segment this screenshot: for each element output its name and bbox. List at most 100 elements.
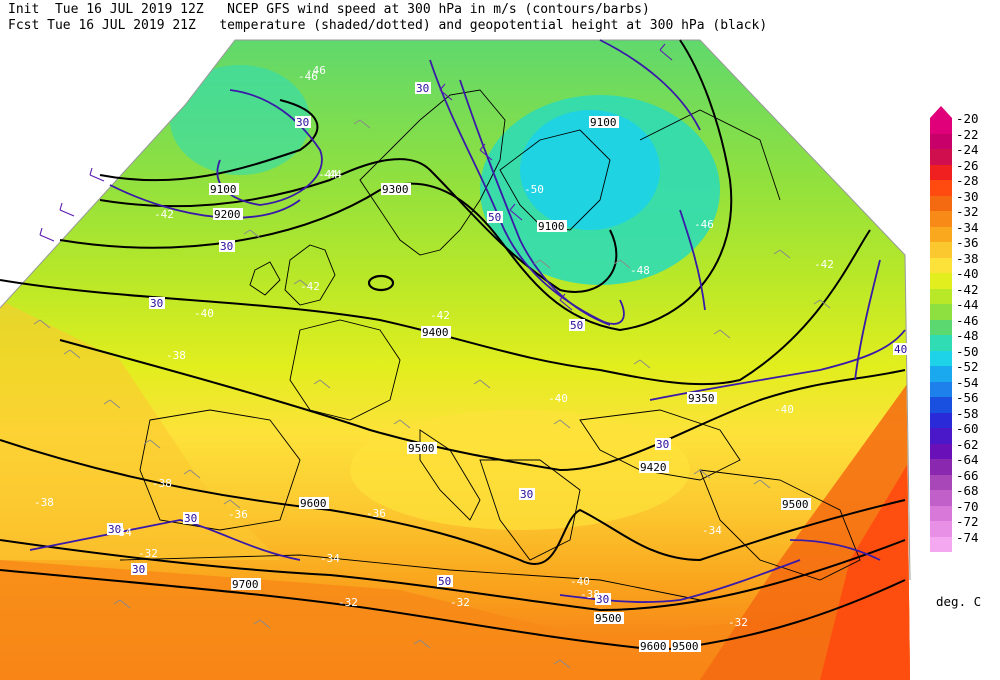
temperature-contour-label: -34: [702, 524, 722, 537]
wind-contour-label-bg: [595, 593, 611, 605]
colorbar-label: -70: [956, 498, 979, 514]
wind-contour-label: 30: [296, 116, 309, 129]
height-contour-label: 9300: [382, 183, 409, 196]
wind-contour-label: 30: [108, 523, 121, 536]
temperature-field: [0, 40, 910, 680]
temperature-contour-label: -42: [154, 208, 174, 221]
height-contour-label: 9600: [640, 640, 667, 653]
colorbar-label: -40: [956, 266, 979, 281]
colorbar-swatch: [930, 257, 952, 273]
colorbar-label: -22: [956, 126, 979, 142]
colorbar-label: -52: [956, 359, 979, 374]
height-contour-label: 9100: [210, 183, 237, 196]
temperature-contour-label: -36: [228, 508, 248, 521]
height-contour-label-bg: [594, 612, 624, 624]
header-forecast-line: Fcst Tue 16 JUL 2019 21Z temperature (sh…: [8, 18, 768, 33]
colorbar-label: -48: [956, 328, 979, 343]
colorbar-swatch: [930, 195, 952, 211]
temperature-contour-label: -32: [138, 547, 158, 560]
colorbar-swatch: [930, 412, 952, 428]
colorbar-label: -20: [956, 111, 979, 126]
wind-contour-label: 30: [220, 240, 233, 253]
height-contour-label: 9350: [688, 392, 715, 405]
height-contour-labels: 9100 9100 9100 9200 9300 9400 9350 9420 9500 9500…: [209, 116, 811, 653]
wind-contour-label-bg: [131, 563, 147, 575]
height-contour-label: 9500: [782, 498, 809, 511]
wind-contour-label-bg: [569, 319, 585, 331]
wind-contour-label: 30: [184, 512, 197, 525]
colorbar-label: -38: [956, 250, 979, 266]
colorbar-label: -34: [956, 219, 979, 235]
colorbar-label: -46: [956, 312, 979, 328]
wind-contour-label: 30: [596, 593, 609, 606]
colorbar-label: -74: [956, 529, 979, 545]
height-contour-label-bg: [407, 442, 437, 454]
colorbar-unit: deg. C: [936, 594, 982, 609]
temperature-contour-label: -38: [580, 588, 600, 601]
temperature-contour-label: -34: [320, 552, 340, 565]
wind-contour-label: 50: [570, 319, 583, 332]
colorbar-label: -54: [956, 374, 979, 390]
colorbar-label: -66: [956, 467, 979, 483]
temperature-contour-label: -48: [630, 264, 650, 277]
wind-contour-label: 30: [132, 563, 145, 576]
colorbar-swatch: [930, 443, 952, 459]
colorbar-label: -64: [956, 452, 979, 467]
colorbar-arrow: [930, 106, 952, 118]
wind-contour-label-bg: [655, 438, 671, 450]
colorbar-swatch: [930, 242, 952, 258]
colorbar-swatch: [930, 397, 952, 413]
height-contour-label-bg: [639, 640, 669, 652]
height-contour-label: 9600: [300, 497, 327, 510]
colorbar-swatch: [930, 536, 952, 552]
colorbar-swatch: [930, 273, 952, 289]
wind-contour-label: 30: [520, 488, 533, 501]
height-contour-label: 9200: [214, 208, 241, 221]
temperature-contour-label: -32: [728, 616, 748, 629]
temperature-contour-label: -38: [166, 349, 186, 362]
height-contour-label: 9400: [422, 326, 449, 339]
colorbar-swatch: [930, 149, 952, 165]
temperature-contour-label: -40: [774, 403, 794, 416]
colorbar-swatch: [930, 490, 952, 506]
colorbar-swatch: [930, 133, 952, 149]
map-boundary: [0, 39, 911, 581]
wind-contour-label-bg: [415, 82, 431, 94]
colorbar-swatch: [930, 381, 952, 397]
colorbar-label: -28: [956, 173, 979, 188]
colorbar-label: -26: [956, 157, 979, 173]
height-contour-label: 9700: [232, 578, 259, 591]
temperature-contour-label: -50: [524, 183, 544, 196]
colorbar-swatch: [930, 335, 952, 351]
wind-contour-labels: 30 30 30 30 30 30 30 30 30 30 40 50 50 50: [107, 82, 909, 606]
wind-contour-label: 30: [150, 297, 163, 310]
temperature-contour-label: -42: [430, 309, 450, 322]
wind-contour-label-bg: [219, 240, 235, 252]
colorbar-label: -50: [956, 343, 979, 359]
height-contour-label-bg: [421, 326, 451, 338]
colorbar-label: -32: [956, 204, 979, 219]
colorbar-swatch: [930, 226, 952, 242]
temperature-contour-label: -32: [338, 596, 358, 609]
wind-contour-label-bg: [107, 523, 123, 535]
wind-contour-label: 40: [894, 343, 907, 356]
colorbar-label: -60: [956, 421, 979, 436]
temperature-contour-label: -44: [318, 168, 338, 181]
height-contour-label-bg: [671, 640, 701, 652]
colorbar-label: -24: [956, 142, 979, 157]
wind-contour-label: 30: [656, 438, 669, 451]
temperature-contour-label: -34: [112, 526, 132, 539]
height-contour-label-bg: [381, 183, 411, 195]
height-contours: [0, 39, 906, 652]
temperature-contour-label: -46: [306, 64, 326, 77]
header-init-line: Init Tue 16 JUL 2019 12Z NCEP GFS wind s…: [8, 2, 650, 17]
temperature-contour-label: -42: [814, 258, 834, 271]
colorbar-label: -36: [956, 235, 979, 250]
colorbar-label: -30: [956, 188, 979, 204]
height-contour-label-bg: [639, 461, 669, 473]
height-contour-label-bg: [299, 497, 329, 509]
strong-wind-barbs: [39, 43, 673, 311]
height-contour-label-bg: [781, 498, 811, 510]
temperature-contour-label: -38: [152, 477, 172, 490]
